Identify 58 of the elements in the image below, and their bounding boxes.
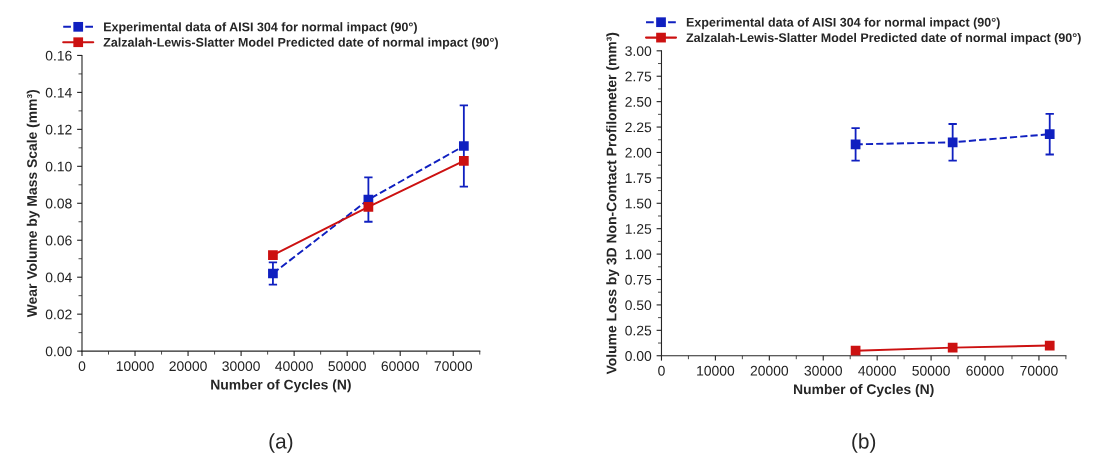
y-tick-label: 0.04	[45, 272, 72, 283]
point	[458, 155, 469, 166]
x-axis-title: Number of Cycles (N)	[211, 379, 351, 393]
y-tick-label: 0.75	[625, 274, 652, 285]
y-tick-label: 3.00	[625, 46, 652, 56]
legend-label: Experimental data of AISI 304 for normal impact (90°)	[104, 22, 417, 34]
text: (b)	[852, 433, 876, 453]
y-axis-title: Wear Volume by Mass Scale (mm³)	[26, 89, 40, 318]
x-tick-label: 10000	[697, 365, 735, 376]
point	[363, 202, 374, 212]
y-tick-label: 0.00	[625, 351, 652, 361]
x-tick-label: 30000	[222, 361, 260, 372]
point	[947, 137, 958, 148]
y-tick-label: 0.25	[625, 325, 652, 336]
x-tick-label: 30000	[804, 365, 843, 376]
x-tick-label: 50000	[912, 365, 950, 376]
y-axis-title: Volume Loss by 3D Non-Contact Profilometer (mm³)	[606, 32, 620, 375]
x-tick-label: 70000	[434, 361, 473, 372]
x-tick-label: 40000	[275, 361, 313, 372]
text: (a)	[269, 433, 293, 453]
y-tick-label: 0.50	[625, 300, 652, 311]
x-tick-label: 0	[658, 365, 665, 376]
point	[268, 250, 278, 260]
x-tick-label: 40000	[858, 365, 896, 376]
y-tick-label: 0.08	[45, 198, 72, 209]
y-tick-label: 0.12	[45, 124, 72, 135]
x-tick-label: 0	[78, 361, 86, 372]
point	[947, 342, 958, 353]
x-tick-label: 20000	[750, 365, 789, 376]
point	[268, 268, 278, 279]
point	[850, 139, 861, 150]
x-tick-label: 70000	[1020, 365, 1058, 376]
y-tick-label: 0.10	[45, 161, 72, 172]
y-tick-label: 1.00	[625, 249, 652, 260]
x-tick-label: 60000	[381, 361, 419, 372]
legend-label: Zalzalah-Lewis-Slatter Model Predicted date of normal impact (90°)	[686, 32, 1081, 45]
y-tick-label: 2.00	[625, 147, 652, 158]
y-tick-label: 1.50	[625, 198, 652, 209]
y-tick-label: 0.02	[45, 309, 72, 320]
point	[1044, 129, 1055, 140]
x-axis-title: Number of Cycles (N)	[794, 383, 934, 397]
y-tick-label: 1.25	[625, 224, 652, 234]
y-tick-label: 0.06	[45, 235, 72, 246]
y-tick-label: 2.25	[625, 122, 652, 133]
x-tick-label: 10000	[116, 361, 154, 372]
x-tick-label: 50000	[328, 361, 366, 372]
y-tick-label: 2.75	[625, 71, 652, 82]
point	[1044, 340, 1055, 351]
y-tick-label: 0.00	[45, 346, 72, 357]
legend-label: Zalzalah-Lewis-Slatter Model Predicted date of normal impact (90°)	[103, 37, 498, 50]
y-tick-label: 1.75	[625, 173, 652, 184]
x-tick-label: 60000	[966, 365, 1004, 376]
legend-label: Experimental data of AISI 304 for normal impact (90°)	[686, 17, 1000, 30]
point	[458, 141, 469, 151]
y-tick-label: 2.50	[625, 96, 652, 107]
x-tick-label: 20000	[169, 361, 207, 372]
y-tick-label: 0.14	[45, 87, 72, 98]
y-tick-label: 0.16	[45, 50, 72, 61]
